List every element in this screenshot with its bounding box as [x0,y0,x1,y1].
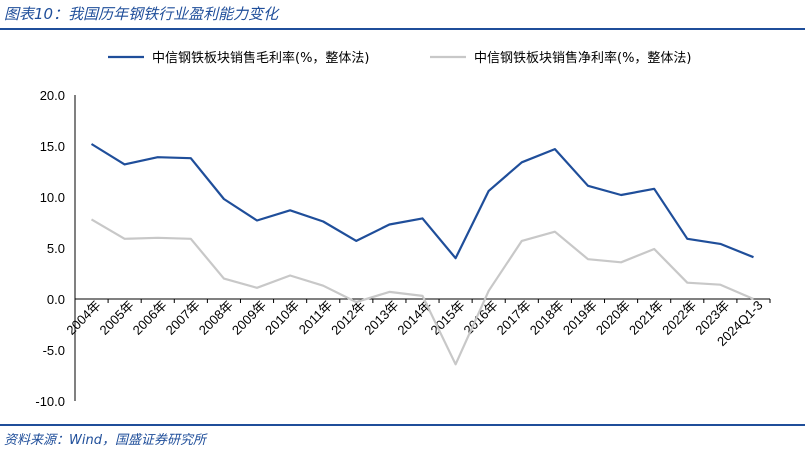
x-tick-label: 2012年 [328,298,368,338]
x-tick-label: 2018年 [527,298,567,338]
series-line-2 [90,218,754,366]
x-tick-label: 2011年 [296,298,336,338]
legend-label-1: 中信钢铁板块销售毛利率(%，整体法) [152,50,370,66]
y-tick-label: -10.0 [35,394,65,409]
x-tick-label: 2013年 [361,298,401,338]
y-tick-label: 15.0 [40,139,65,154]
x-tick-label: 2004年 [63,298,103,338]
x-tick-label: 2010年 [262,298,302,338]
series-lines [90,143,754,366]
x-tick-label: 2022年 [659,298,699,338]
y-tick-label: 5.0 [47,241,65,256]
x-tick-label: 2014年 [394,298,434,338]
x-tick-label: 2006年 [130,298,170,338]
y-tick-label: 20.0 [40,88,65,103]
x-tick-label: 2008年 [196,298,236,338]
y-tick-label: 0.0 [47,292,65,307]
x-tick-label: 2005年 [97,298,137,338]
x-tick-label: 2020年 [593,298,633,338]
y-axis: 20.0 15.0 10.0 5.0 0.0 -5.0 -10.0 [35,88,76,409]
legend: 中信钢铁板块销售毛利率(%，整体法) 中信钢铁板块销售净利率(%，整体法) [108,50,692,66]
chart-title: 图表10：我国历年钢铁行业盈利能力变化 [4,5,279,23]
x-tick-label: 2017年 [494,298,534,338]
x-tick-label: 2021年 [626,298,666,338]
footer-rule [0,424,805,426]
series-line-1 [90,143,754,260]
header-rule [0,28,805,30]
x-tick-label: 2019年 [560,298,600,338]
x-tick-label: 2007年 [163,298,203,338]
legend-label-2: 中信钢铁板块销售净利率(%，整体法) [474,50,692,66]
y-tick-label: -5.0 [43,343,65,358]
x-axis: 2004年2005年2006年2007年2008年2009年2010年2011年… [63,298,771,349]
x-tick-label: 2009年 [229,298,269,338]
x-tick-label: 2016年 [461,298,501,338]
source-note: 资料来源：Wind，国盛证券研究所 [4,433,206,448]
y-tick-label: 10.0 [40,190,65,205]
